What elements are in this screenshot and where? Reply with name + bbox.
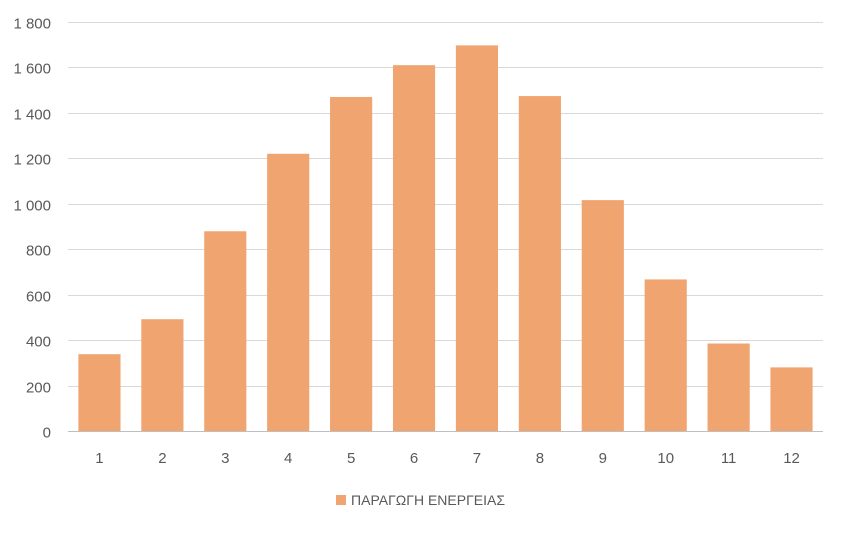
bar-11	[707, 343, 750, 431]
bar-10	[644, 279, 687, 431]
y-tick-label: 1 600	[13, 61, 51, 78]
gridlines	[68, 22, 823, 387]
y-tick-label: 0	[43, 425, 51, 442]
x-tick-label: 5	[347, 450, 355, 467]
bar-6	[392, 65, 436, 432]
y-tick-label: 1 800	[13, 16, 51, 33]
bar-2	[141, 319, 184, 431]
x-tick-label: 9	[599, 450, 607, 467]
bar-7	[455, 45, 499, 432]
x-tick-label: 12	[783, 450, 800, 467]
y-tick-label: 1 200	[13, 152, 51, 169]
x-tick-label: 1	[95, 450, 103, 467]
y-tick-label: 1 000	[13, 198, 51, 215]
y-tick-label: 800	[26, 243, 51, 260]
y-tick-label: 1 400	[13, 107, 51, 124]
x-tick-label: 2	[158, 450, 166, 467]
x-tick-label: 6	[410, 450, 418, 467]
y-tick-label: 600	[26, 289, 51, 306]
bar-1	[78, 354, 121, 431]
x-tick-label: 7	[473, 450, 481, 467]
bar-3	[204, 231, 247, 431]
legend-label: ΠΑΡΑΓΩΓΗ ΕΝΕΡΓΕΙΑΣ	[351, 492, 505, 508]
y-tick-label: 400	[26, 334, 51, 351]
y-tick-label: 200	[26, 380, 51, 397]
legend: ΠΑΡΑΓΩΓΗ ΕΝΕΡΓΕΙΑΣ	[336, 492, 505, 508]
x-tick-label: 3	[221, 450, 229, 467]
x-tick-label: 8	[536, 450, 544, 467]
x-tick-label: 10	[657, 450, 674, 467]
x-tick-label: 4	[284, 450, 292, 467]
x-tick-label: 11	[721, 450, 737, 467]
bar-4	[267, 153, 310, 432]
legend-swatch	[336, 495, 346, 505]
bar-12	[770, 367, 813, 431]
bar-8	[518, 96, 561, 431]
bar-5	[330, 96, 373, 431]
bar-9	[581, 200, 624, 431]
bars	[78, 45, 813, 432]
